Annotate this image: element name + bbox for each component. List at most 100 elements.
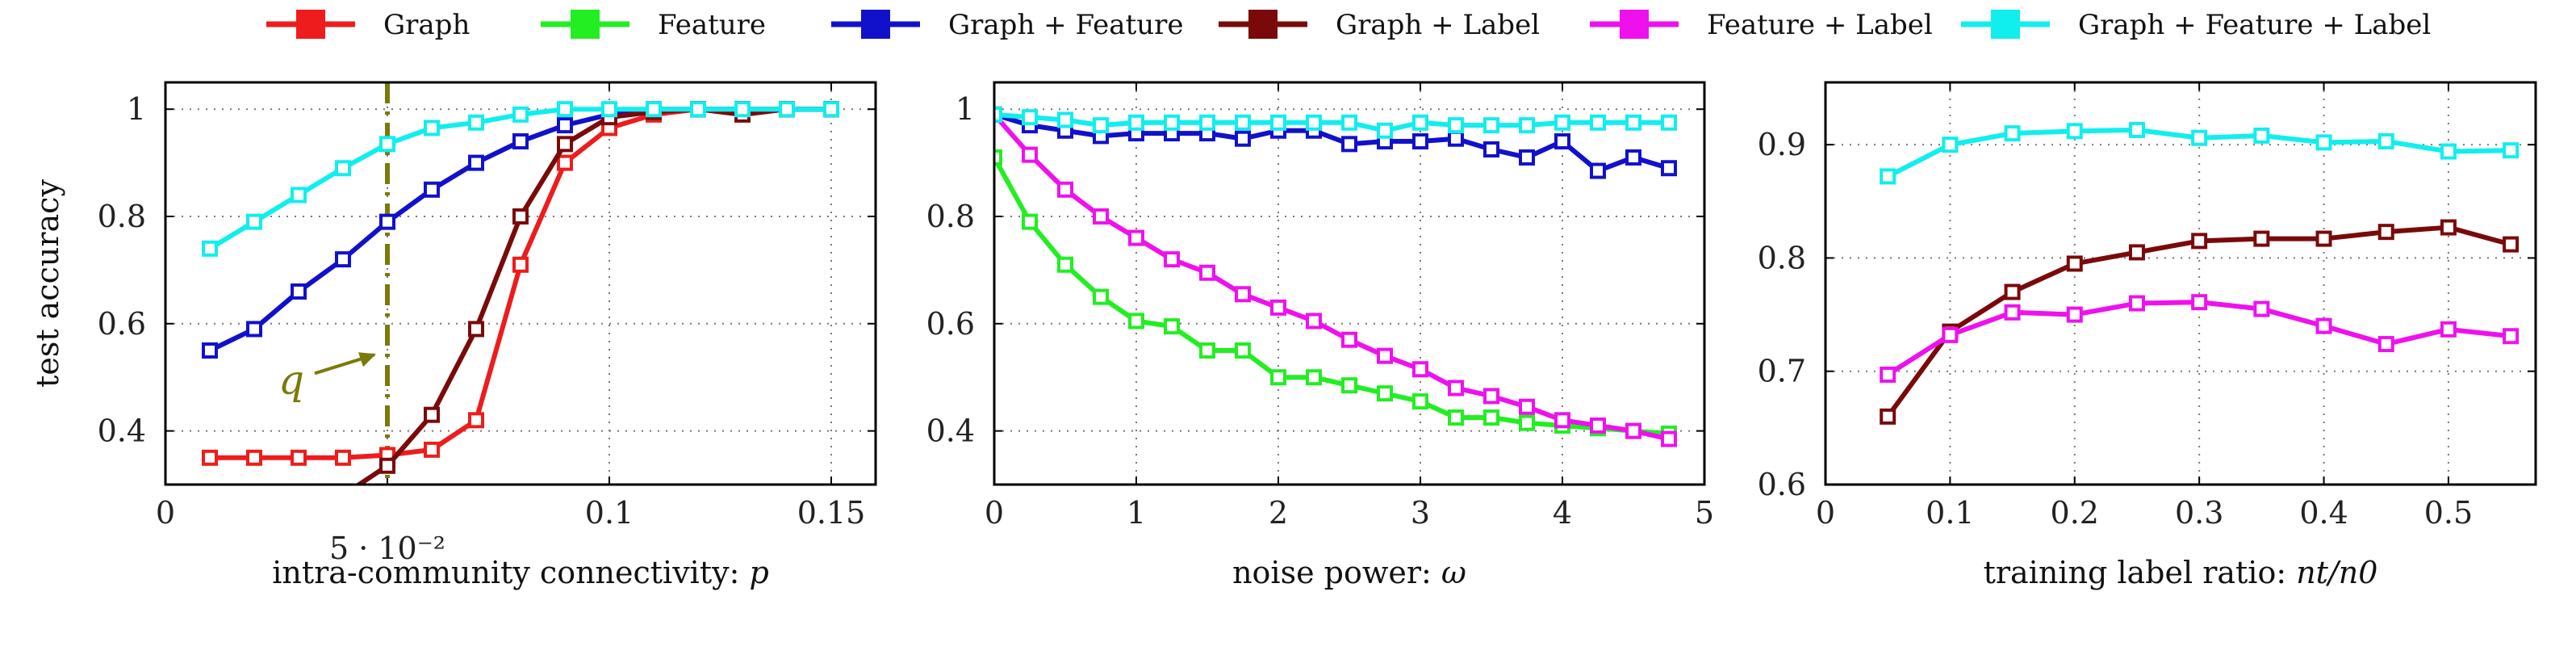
- data-point: [1625, 149, 1641, 166]
- data-point: [1942, 326, 1959, 343]
- legend-item-graph-feature-label: Graph + Feature + Label: [1961, 9, 2431, 41]
- legend-item-graph: Graph: [266, 9, 470, 41]
- series-graph-feature-label: [994, 106, 1677, 139]
- series-group: [1880, 121, 2520, 425]
- data-point: [1661, 430, 1677, 447]
- data-point: [1199, 114, 1215, 131]
- y-tick-label: 0.8: [926, 199, 975, 234]
- data-point: [291, 449, 307, 466]
- data-point: [246, 449, 262, 466]
- data-point: [2191, 129, 2208, 146]
- legend-item-graph-feature: Graph + Feature: [831, 9, 1184, 41]
- legend-marker: [296, 10, 325, 39]
- data-point: [690, 101, 706, 118]
- data-point: [1590, 162, 1606, 179]
- data-point: [1093, 288, 1109, 305]
- data-point: [1942, 136, 1959, 153]
- data-point: [1483, 141, 1499, 157]
- data-point: [379, 213, 395, 230]
- data-point: [1341, 377, 1357, 394]
- legend-label: Graph + Feature: [948, 9, 1184, 41]
- series-graph-feature: [202, 101, 839, 359]
- x-tick-label: 0.5: [2424, 495, 2473, 531]
- data-point: [1554, 114, 1570, 131]
- data-point: [335, 251, 351, 268]
- data-point: [1483, 388, 1499, 405]
- series-graph-feature-label: [202, 101, 839, 257]
- plot-frame: [993, 81, 1706, 486]
- legend-marker: [571, 10, 600, 39]
- data-point: [1519, 117, 1535, 134]
- series-feature-label: [994, 106, 1677, 447]
- data-point: [1235, 130, 1251, 147]
- data-point: [646, 101, 662, 118]
- data-point: [2440, 321, 2457, 338]
- legend-label: Graph: [383, 9, 470, 41]
- legend-marker: [1991, 10, 2020, 39]
- data-point: [1270, 299, 1286, 316]
- data-point: [1022, 109, 1038, 126]
- x-axis-label: intra-community connectivity: p: [272, 555, 769, 590]
- series-line: [994, 112, 1670, 442]
- series-graph-label: [354, 101, 839, 485]
- data-point: [2128, 244, 2145, 261]
- data-point: [512, 256, 529, 273]
- data-point: [2440, 143, 2457, 160]
- data-point: [557, 136, 573, 153]
- x-tick-label: 0.1: [585, 495, 634, 531]
- data-point: [1306, 114, 1322, 131]
- x-axis-label-symbol: p: [749, 555, 768, 590]
- x-tick-label: 0: [1816, 495, 1835, 531]
- data-point: [424, 406, 440, 423]
- data-point: [1412, 393, 1428, 410]
- x-tick-label: 5 · 10⁻²: [329, 531, 445, 566]
- data-point: [468, 321, 484, 338]
- data-point: [557, 117, 573, 134]
- data-point: [1448, 117, 1464, 134]
- legend-label: Graph + Label: [1336, 9, 1540, 41]
- data-point: [734, 101, 751, 118]
- chart-panels: 05 · 10⁻²0.1 0.150.40.60.81qintra-communi…: [30, 81, 2537, 590]
- data-point: [2066, 123, 2083, 140]
- data-point: [1661, 160, 1677, 177]
- data-point: [291, 283, 307, 300]
- annotation: q: [278, 82, 390, 485]
- y-axis-label: test accuracy: [30, 179, 65, 388]
- data-point: [2066, 255, 2083, 272]
- data-point: [601, 101, 617, 118]
- series-graph-feature-label: [1880, 121, 2520, 185]
- plot-frame: [1824, 81, 2537, 486]
- data-point: [1128, 313, 1144, 330]
- data-point: [379, 457, 395, 474]
- data-point: [2004, 283, 2021, 300]
- data-point: [202, 240, 218, 257]
- chart-panel-1: 0 5 · 10⁻² 0.1 0.15 0.4 0.6 0.8 1 q intra-communi…: [30, 81, 877, 590]
- data-point: [1590, 114, 1606, 131]
- data-point: [1057, 256, 1073, 273]
- data-point: [2128, 295, 2145, 312]
- y-tick-label: 0.6: [926, 306, 975, 342]
- legend-item-graph-label: Graph + Label: [1219, 9, 1540, 41]
- data-point: [291, 187, 307, 204]
- data-point: [1519, 149, 1535, 166]
- data-point: [512, 133, 529, 150]
- data-point: [1483, 117, 1499, 134]
- x-axis-label-symbol: nt/n0: [2296, 555, 2377, 590]
- data-point: [1377, 385, 1393, 402]
- data-point: [1057, 181, 1073, 198]
- data-point: [512, 106, 529, 123]
- legend-label: Feature + Label: [1707, 9, 1933, 41]
- data-point: [1519, 398, 1535, 415]
- data-point: [1164, 114, 1180, 131]
- legend: Graph Feature Graph + Feature Graph + Label…: [266, 9, 2431, 41]
- data-point: [557, 154, 573, 171]
- series-group: [994, 106, 1677, 447]
- data-point: [994, 149, 1002, 166]
- data-point: [1412, 133, 1428, 150]
- data-point: [1235, 342, 1251, 359]
- x-axis-label-text: training label ratio:: [1984, 555, 2297, 590]
- data-point: [1519, 414, 1535, 431]
- x-axis-label-text: intra-community connectivity:: [272, 555, 749, 590]
- data-point: [424, 120, 440, 136]
- y-tick-label: 0.4: [98, 413, 146, 449]
